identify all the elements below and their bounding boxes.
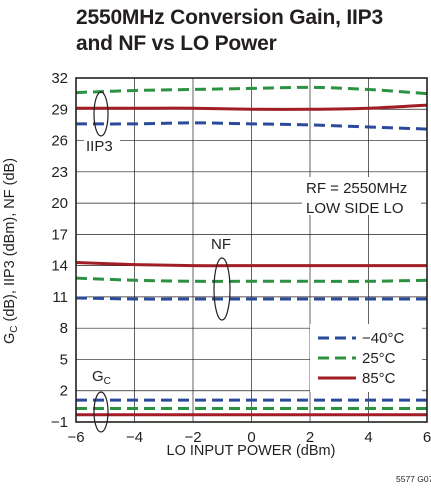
gc-ellipse: [93, 391, 109, 433]
y-axis-label-subscript: C: [9, 326, 20, 333]
x-tick-label: 2: [306, 429, 314, 446]
iip3-ellipse: [93, 91, 109, 137]
series-line-iip3-85C: [76, 103, 427, 111]
gc-label-bg: [90, 366, 114, 388]
nf-label: NF: [211, 236, 231, 253]
gc-label: GC: [92, 368, 111, 387]
legend-label: −40°C: [362, 330, 404, 347]
y-tick-label: 14: [51, 258, 68, 275]
y-tick-label: 26: [51, 133, 68, 150]
x-tick-label: −6: [67, 429, 84, 446]
series-line-iip3-40C: [76, 121, 427, 131]
x-tick-label: 6: [423, 429, 431, 446]
iip3-label: IIP3: [86, 138, 113, 155]
y-tick-label: 8: [60, 320, 68, 337]
y-axis-label: GC (dB), IIP3 (dBm), NF (dB): [2, 158, 20, 344]
y-tick-label: 17: [51, 226, 68, 243]
conditions-line-2: LOW SIDE LO: [306, 200, 404, 217]
legend-label: 25°C: [362, 350, 396, 367]
figure-code: 5577 G07: [396, 474, 431, 484]
y-tick-label: 5: [60, 351, 68, 368]
y-tick-label: 32: [51, 70, 68, 87]
x-tick-label: −4: [126, 429, 143, 446]
chart-title-line-1: 2550MHz Conversion Gain, IIP3: [76, 6, 383, 29]
series-line-nf-85C: [76, 261, 427, 268]
x-tick-label: 0: [247, 429, 255, 446]
nf-label-bg: [209, 235, 233, 252]
series-line-nf-25C: [76, 276, 427, 283]
series-lines: [76, 85, 427, 417]
legend-label: 85°C: [362, 370, 396, 387]
legend: −40°C 25°C 85°C: [310, 324, 422, 392]
y-tick-label: 2: [60, 383, 68, 400]
gc-label-g: G: [92, 368, 104, 385]
conditions-line-1: RF = 2550MHz: [306, 180, 407, 197]
y-tick-labels: −1 2 5 8 11 14 17 20 23 26 29 32: [51, 70, 68, 431]
x-tick-label: −2: [184, 429, 201, 446]
chart-title: 2550MHz Conversion Gain, IIP3 and NF vs …: [76, 5, 383, 57]
y-tick-label: 11: [52, 289, 68, 306]
x-tick-label: 4: [364, 429, 372, 446]
chart-title-line-2: and NF vs LO Power: [76, 32, 277, 55]
y-tick-label: 20: [51, 195, 68, 212]
series-line-iip3-25C: [76, 85, 427, 96]
x-axis-label: LO INPUT POWER (dBm): [167, 443, 336, 459]
y-tick-label: 23: [51, 164, 68, 181]
gc-label-subscript: C: [104, 376, 111, 387]
y-axis-label-g: G: [2, 333, 18, 344]
nf-ellipse: [213, 257, 231, 321]
series-line-nf-40C: [76, 296, 427, 301]
conditions-bg: [302, 177, 421, 215]
x-tick-labels: −6 −4 −2 0 2 4 6: [67, 429, 431, 446]
y-tick-label: 29: [51, 101, 68, 118]
iip3-label-bg: [84, 136, 120, 154]
y-axis-label-rest: (dB), IIP3 (dBm), NF (dB): [2, 158, 18, 326]
y-tick-label: −1: [51, 414, 68, 431]
plot-frame: [75, 77, 428, 423]
